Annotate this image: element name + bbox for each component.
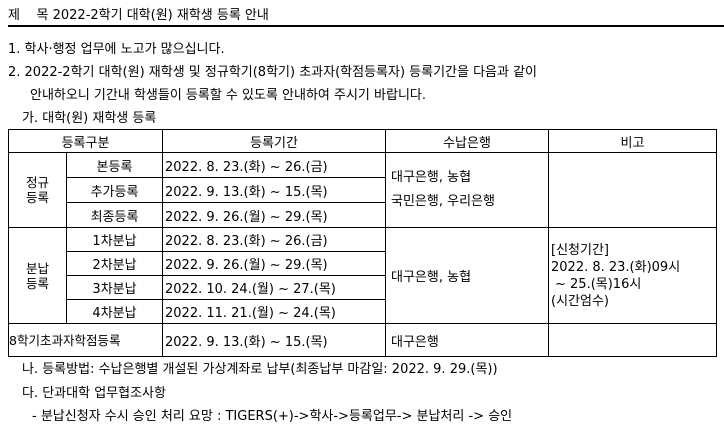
bank-line: 대구은행, 농협 (391, 170, 472, 185)
bank-extra: 대구은행 (385, 323, 549, 357)
note-line: ~ 25.(목)16시 (555, 276, 642, 292)
document-title: 제 목 2022-2학기 대학(원) 재학생 등록 안내 (8, 8, 269, 23)
bank-installment: 대구은행, 농협 (385, 227, 549, 324)
period-cell: 2022. 11. 21.(월) ~ 24.(목) (162, 299, 386, 324)
period-cell: 2022. 9. 13.(화) ~ 15.(목) (162, 323, 386, 357)
type-cell: 1차분납 (66, 227, 163, 252)
type-cell: 추가등록 (66, 177, 163, 203)
section-da: 다. 단과대학 업무협조사항 (22, 386, 166, 401)
note-extra (548, 323, 717, 357)
type-extra: 8학기초과자학점등록 (8, 323, 163, 357)
note-line: 2022. 8. 23.(화)09시 (551, 259, 681, 275)
group-regular: 정규등록 (8, 152, 67, 228)
header-type: 등록구분 (8, 129, 163, 153)
note-installment: [신청기간] 2022. 8. 23.(화)09시 ~ 25.(목)16시 (시… (548, 227, 717, 324)
period-cell: 2022. 10. 24.(월) ~ 27.(목) (162, 275, 386, 300)
header-period: 등록기간 (162, 129, 386, 153)
note-regular (548, 152, 717, 228)
paragraph-2-cont: 안내하오니 기간내 학생들이 등록할 수 있도록 안내하여 주시기 바랍니다. (30, 88, 426, 103)
type-cell: 본등록 (66, 152, 163, 178)
period-cell: 2022. 8. 23.(화) ~ 26.(금) (162, 227, 386, 252)
period-cell: 2022. 9. 26.(월) ~ 29.(목) (162, 251, 386, 276)
period-cell: 2022. 8. 23.(화) ~ 26.(금) (162, 152, 386, 178)
paragraph-1: 1. 학사·행정 업무에 노고가 많으십니다. (8, 42, 225, 57)
section-ga: 가. 대학(원) 재학생 등록 (22, 111, 157, 126)
title-rule (8, 25, 724, 27)
type-cell: 최종등록 (66, 202, 163, 228)
type-cell: 2차분납 (66, 251, 163, 276)
section-da-item: - 분납신청자 수시 승인 처리 요망 : TIGERS(+)->학사->등록업… (32, 409, 513, 424)
period-cell: 2022. 9. 26.(월) ~ 29.(목) (162, 202, 386, 228)
section-na: 나. 등록방법: 수납은행별 개설된 가상계좌로 납부(최종납부 마감일: 20… (22, 362, 498, 377)
type-cell: 4차분납 (66, 299, 163, 324)
note-line: (시간엄수) (551, 293, 609, 309)
header-note: 비고 (548, 129, 717, 153)
bank-line: 국민은행, 우리은행 (391, 194, 495, 209)
group-installment: 분납등록 (8, 227, 67, 324)
paragraph-2: 2. 2022-2학기 대학(원) 재학생 및 정규학기(8학기) 초과자(학점… (8, 65, 538, 80)
note-line: [신청기간] (551, 242, 609, 258)
header-bank: 수납은행 (385, 129, 549, 153)
type-cell: 3차분납 (66, 275, 163, 300)
period-cell: 2022. 9. 13.(화) ~ 15.(목) (162, 177, 386, 203)
registration-table: 등록구분 등록기간 수납은행 비고 정규등록 본등록 2022. 8. 23.(… (8, 129, 717, 357)
